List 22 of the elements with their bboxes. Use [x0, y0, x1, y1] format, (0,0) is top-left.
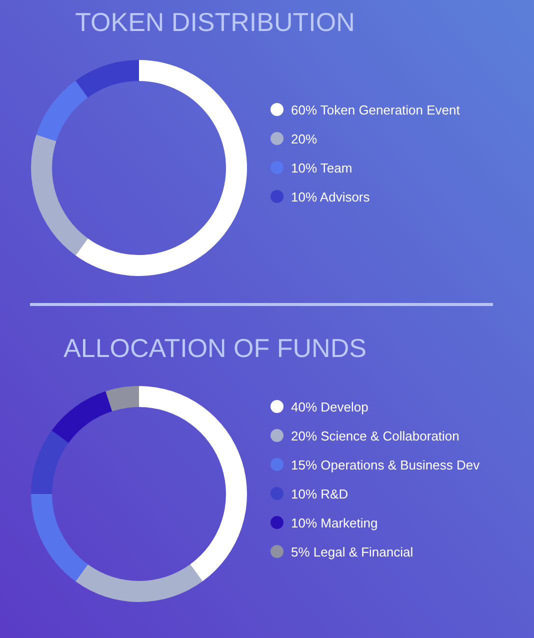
- chart-title: TOKEN DISTRIBUTION: [75, 7, 355, 37]
- donut-slice: [76, 60, 247, 276]
- donut-slice: [139, 386, 247, 582]
- donut-slice: [31, 494, 88, 582]
- donut-slice: [31, 430, 69, 494]
- donut-slice: [76, 60, 139, 98]
- donut-slice: [52, 391, 112, 443]
- legend-label: 10% R&D: [291, 486, 348, 502]
- donut-slice: [36, 80, 88, 142]
- legend-label: 10% Marketing: [291, 516, 378, 530]
- donut-slice: [106, 386, 139, 412]
- legend-label: 10% Team: [291, 160, 352, 176]
- legend-label: 5% Legal & Financial: [291, 544, 414, 560]
- legend-label: 20%: [291, 132, 318, 146]
- donut-slice: [31, 134, 88, 256]
- legend-label: 10% Advisors: [291, 190, 370, 204]
- legend-label: 20% Science & Collaboration: [291, 428, 460, 444]
- legend-label: 60% Token Generation Event: [291, 102, 460, 118]
- legend-label: 15% Operations & Business Dev: [291, 458, 480, 472]
- chart-title: ALLOCATION OF FUNDS: [64, 333, 366, 363]
- donut-slice: [76, 564, 202, 602]
- legend-label: 40% Develop: [291, 400, 368, 414]
